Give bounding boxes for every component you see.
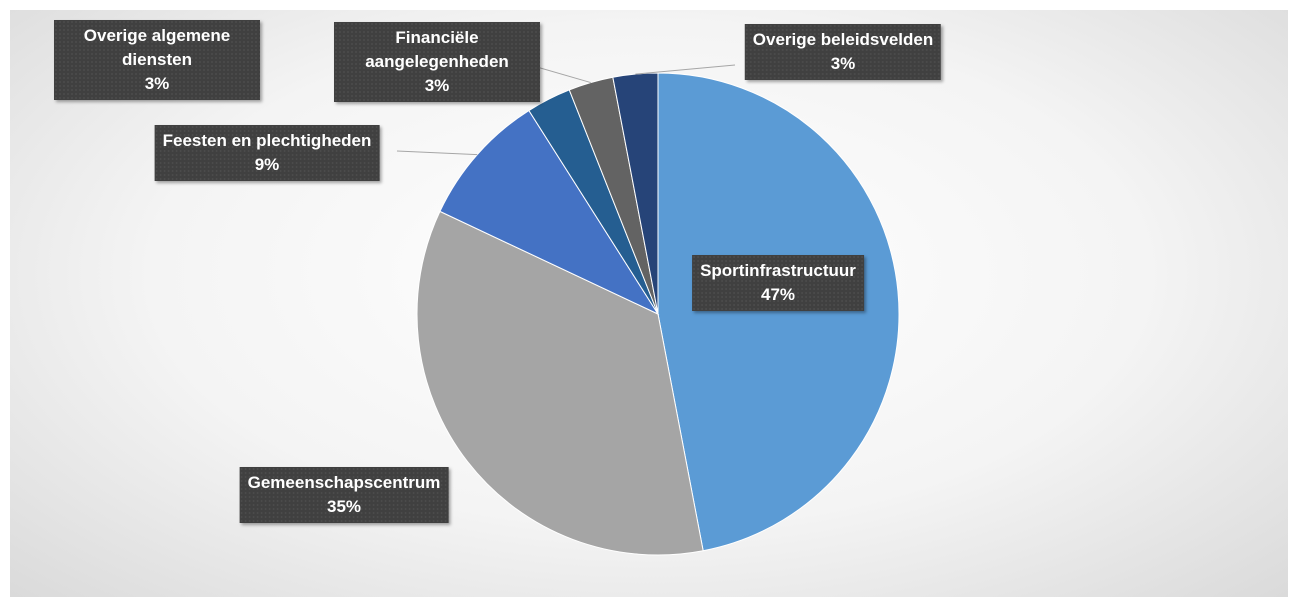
data-label: Overige algemene diensten 3% (54, 20, 260, 100)
chart: Sportinfrastructuur 47% Gemeenschapscentru… (10, 10, 1288, 597)
label-name: Sportinfrastructuur (700, 261, 856, 280)
data-label: Overige beleidsvelden 3% (744, 24, 942, 80)
data-label: Gemeenschapscentrum 35% (239, 467, 449, 523)
pie-plot (396, 64, 900, 556)
pie-slice (439, 109, 660, 316)
label-name: Feesten en plechtigheden (162, 131, 372, 150)
label-value: 3% (424, 76, 450, 95)
pie-slice (612, 72, 659, 315)
label-value: 47% (760, 285, 796, 304)
label-value: 3% (144, 74, 170, 93)
label-value: 3% (830, 54, 856, 73)
leader-line (396, 150, 478, 156)
data-label: Financiële aangelegenheden 3% (334, 22, 540, 102)
data-label: Feesten en plechtigheden 9% (154, 125, 380, 181)
leader-line (635, 64, 736, 75)
label-value: 9% (254, 155, 280, 174)
label-value: 35% (326, 497, 362, 516)
label-name: Financiële aangelegenheden (365, 28, 509, 71)
pie-slice (416, 210, 704, 556)
pie-slice (657, 72, 900, 552)
leader-line (529, 64, 591, 84)
data-label: Sportinfrastructuur 47% (692, 255, 864, 311)
label-name: Overige beleidsvelden (752, 30, 934, 49)
label-name: Gemeenschapscentrum (247, 473, 441, 492)
label-name: Overige algemene diensten (83, 26, 231, 69)
